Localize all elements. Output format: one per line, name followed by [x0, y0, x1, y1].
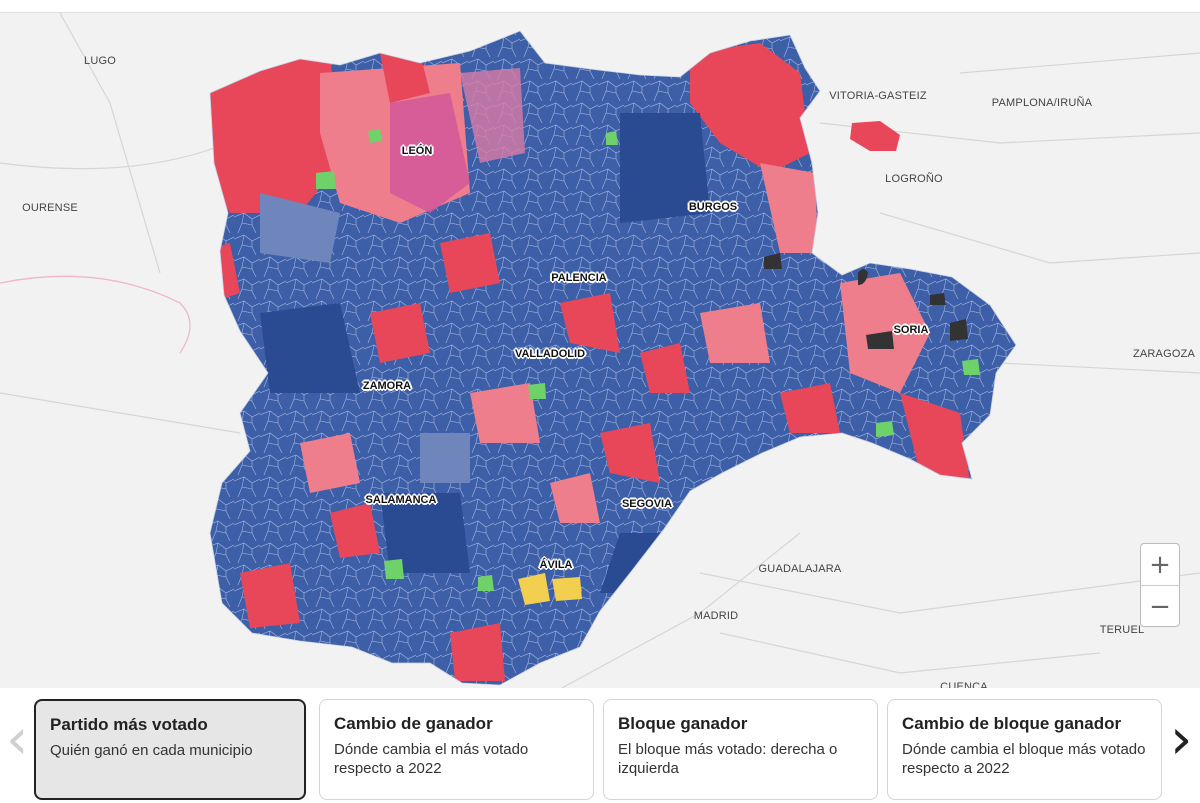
card-partido-mas-votado[interactable]: Partido más votado Quién ganó en cada mu… [34, 699, 306, 800]
province-label-salamanca: SALAMANCA [365, 494, 437, 506]
city-label-zaragoza: ZARAGOZA [1132, 348, 1196, 360]
card-description: El bloque más votado: derecha o izquierd… [618, 741, 838, 777]
province-label-soria: SORIA [893, 324, 929, 336]
city-label-lugo: LUGO [84, 55, 116, 67]
next-card-button[interactable]: › [1170, 712, 1192, 768]
minus-icon: − [1149, 591, 1171, 622]
province-label-avila: ÁVILA [539, 559, 573, 571]
card-bloque-ganador[interactable]: Bloque ganador El bloque más votado: der… [603, 699, 878, 800]
city-label-pamplona: PAMPLONA/IRUÑA [991, 97, 1093, 109]
map-base-layer [0, 13, 1200, 689]
city-label-vitoria: VITORIA-GASTEIZ [829, 90, 927, 102]
city-label-teruel: TERUEL [1099, 624, 1145, 636]
province-label-burgos: BURGOS [688, 201, 738, 213]
province-label-palencia: PALENCIA [551, 272, 607, 284]
city-label-ourense: OURENSE [22, 202, 78, 214]
zoom-control: + − [1140, 543, 1180, 627]
province-label-valladolid: VALLADOLID [514, 348, 586, 360]
province-label-zamora: ZAMORA [362, 380, 412, 392]
city-label-guadalajara: GUADALAJARA [758, 563, 842, 575]
zoom-out-button[interactable]: − [1141, 586, 1179, 627]
city-label-cuenca: CUENCA [940, 681, 988, 689]
zoom-in-button[interactable]: + [1141, 544, 1179, 586]
card-description: Quién ganó en cada municipio [50, 742, 253, 759]
province-label-segovia: SEGOVIA [621, 498, 673, 510]
card-cambio-de-ganador[interactable]: Cambio de ganador Dónde cambia el más vo… [319, 699, 594, 800]
card-description: Dónde cambia el más votado respecto a 20… [334, 741, 529, 777]
card-cambio-de-bloque-ganador[interactable]: Cambio de bloque ganador Dónde cambia el… [887, 699, 1162, 800]
card-title: Bloque ganador [618, 714, 748, 733]
card-title: Partido más votado [50, 715, 208, 734]
province-label-leon: LEÓN [401, 145, 433, 157]
city-label-logrono: LOGROÑO [885, 173, 943, 185]
plus-icon: + [1149, 549, 1171, 580]
card-description: Dónde cambia el bloque más votado respec… [902, 741, 1146, 777]
chevron-left-icon: ‹ [6, 707, 29, 772]
card-title: Cambio de ganador [334, 714, 493, 733]
city-label-madrid: MADRID [693, 610, 739, 622]
chevron-right-icon: › [1170, 707, 1193, 772]
prev-card-button[interactable]: ‹ [6, 712, 28, 768]
card-title: Cambio de bloque ganador [902, 714, 1122, 733]
choropleth-map[interactable]: LUGO OURENSE VITORIA-GASTEIZ PAMPLONA/IR… [0, 12, 1200, 689]
